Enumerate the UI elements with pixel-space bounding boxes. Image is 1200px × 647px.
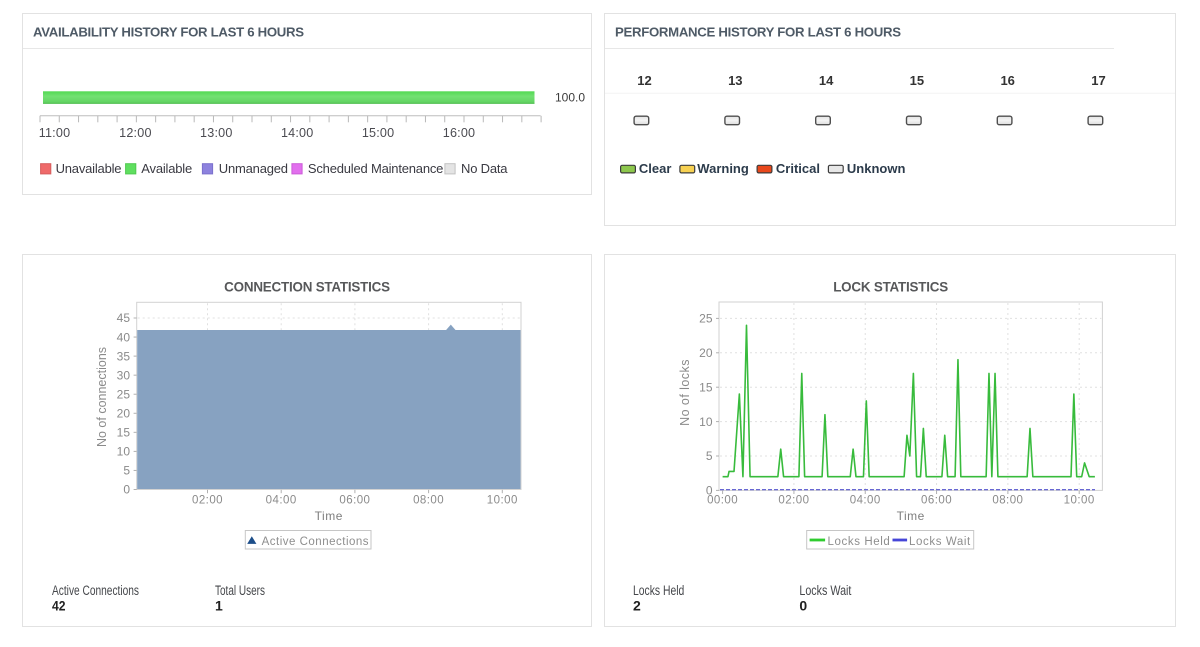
svg-text:10: 10 — [117, 445, 131, 459]
svg-text:35: 35 — [117, 349, 131, 363]
svg-text:0: 0 — [706, 484, 713, 498]
svg-text:Scheduled Maintenance: Scheduled Maintenance — [308, 161, 443, 176]
svg-text:5: 5 — [706, 449, 713, 463]
svg-text:30: 30 — [117, 368, 131, 382]
svg-text:LOCK STATISTICS: LOCK STATISTICS — [833, 280, 948, 295]
svg-text:Unknown: Unknown — [847, 161, 906, 176]
svg-text:1: 1 — [215, 598, 223, 614]
svg-text:40: 40 — [117, 330, 131, 344]
svg-text:No Data: No Data — [461, 161, 508, 176]
svg-text:06:00: 06:00 — [339, 495, 370, 507]
svg-text:100.0: 100.0 — [555, 91, 585, 105]
svg-text:17: 17 — [1091, 73, 1105, 88]
svg-text:15:00: 15:00 — [362, 126, 395, 140]
svg-text:15: 15 — [117, 426, 131, 440]
svg-text:2: 2 — [633, 598, 641, 614]
svg-text:20: 20 — [699, 346, 713, 360]
svg-text:Locks Held: Locks Held — [633, 583, 684, 599]
svg-text:10: 10 — [699, 415, 713, 429]
svg-text:13: 13 — [728, 73, 742, 88]
svg-text:5: 5 — [123, 464, 130, 478]
svg-text:Locks Held: Locks Held — [828, 536, 891, 548]
svg-text:11:00: 11:00 — [39, 126, 71, 140]
svg-text:10:00: 10:00 — [487, 495, 518, 507]
svg-text:16: 16 — [1000, 73, 1014, 88]
svg-text:16:00: 16:00 — [443, 126, 476, 140]
svg-text:00:00: 00:00 — [707, 495, 738, 507]
svg-text:No of connections: No of connections — [95, 347, 109, 447]
svg-text:14: 14 — [819, 73, 834, 88]
svg-text:Unavailable: Unavailable — [56, 161, 122, 176]
svg-text:25: 25 — [699, 312, 713, 326]
svg-text:0: 0 — [799, 598, 807, 614]
svg-text:12: 12 — [637, 73, 651, 88]
svg-text:Unmanaged: Unmanaged — [219, 161, 288, 176]
svg-text:No of locks: No of locks — [678, 359, 692, 426]
svg-text:Critical: Critical — [776, 161, 820, 176]
svg-text:15: 15 — [699, 380, 713, 394]
svg-text:Total Users: Total Users — [215, 583, 265, 599]
svg-text:Active Connections: Active Connections — [52, 583, 139, 599]
svg-text:08:00: 08:00 — [992, 495, 1023, 507]
svg-text:Time: Time — [315, 509, 343, 523]
svg-text:13:00: 13:00 — [200, 126, 233, 140]
svg-text:Clear: Clear — [639, 161, 672, 176]
svg-text:04:00: 04:00 — [266, 495, 297, 507]
svg-text:12:00: 12:00 — [119, 126, 152, 140]
svg-text:Locks Wait: Locks Wait — [909, 536, 971, 548]
svg-text:0: 0 — [123, 483, 130, 497]
svg-text:45: 45 — [117, 311, 131, 325]
svg-text:02:00: 02:00 — [192, 495, 223, 507]
svg-text:04:00: 04:00 — [850, 495, 881, 507]
svg-text:14:00: 14:00 — [281, 126, 314, 140]
svg-text:AVAILABILITY HISTORY FOR LAST: AVAILABILITY HISTORY FOR LAST 6 HOURS — [33, 24, 304, 39]
svg-text:Warning: Warning — [697, 161, 749, 176]
svg-text:06:00: 06:00 — [921, 495, 952, 507]
svg-text:10:00: 10:00 — [1064, 495, 1095, 507]
svg-text:25: 25 — [117, 387, 131, 401]
svg-text:Locks Wait: Locks Wait — [799, 583, 851, 599]
svg-text:15: 15 — [910, 73, 924, 88]
svg-text:Time: Time — [897, 509, 925, 523]
svg-text:42: 42 — [52, 598, 66, 614]
svg-text:02:00: 02:00 — [778, 495, 809, 507]
svg-text:PERFORMANCE HISTORY FOR LAST 6: PERFORMANCE HISTORY FOR LAST 6 HOURS — [615, 24, 901, 39]
svg-text:08:00: 08:00 — [413, 495, 444, 507]
svg-text:CONNECTION STATISTICS: CONNECTION STATISTICS — [224, 280, 390, 295]
svg-text:20: 20 — [117, 406, 131, 420]
svg-text:Active Connections: Active Connections — [262, 536, 369, 548]
svg-text:Available: Available — [141, 161, 192, 176]
